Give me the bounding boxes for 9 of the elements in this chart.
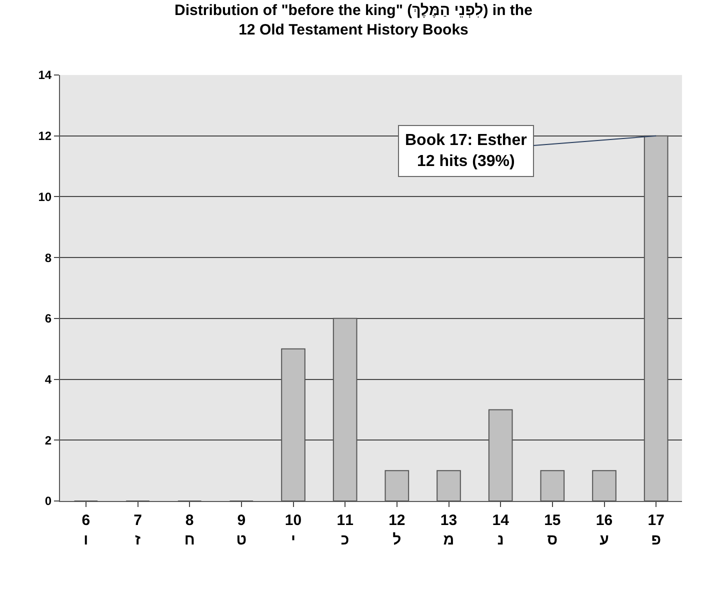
y-tick-label: 6 [44, 312, 52, 326]
y-tick-label: 8 [44, 250, 52, 265]
y-tick-label: 14 [38, 68, 52, 82]
y-tick-label: 12 [38, 129, 52, 144]
y-tick-label: 4 [44, 372, 52, 386]
y-tick-label: 10 [38, 190, 52, 204]
y-tick-label: 2 [44, 433, 52, 448]
y-tick-label: 0 [44, 494, 52, 508]
annotation: Book 17: Esther 12 hits (39%) [405, 132, 527, 170]
